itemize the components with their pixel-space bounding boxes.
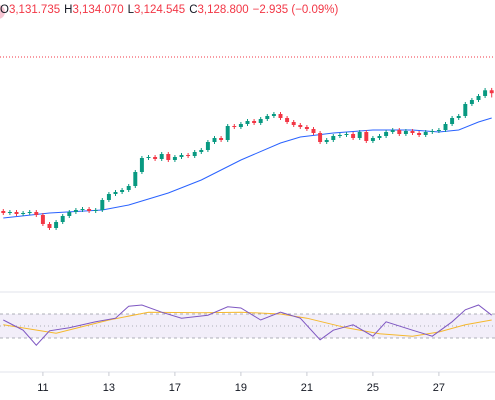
indicator-line bbox=[3, 304, 493, 346]
candle-body bbox=[205, 142, 210, 150]
candle-body bbox=[219, 138, 224, 140]
candle-body bbox=[258, 119, 263, 123]
candle-body bbox=[7, 212, 12, 213]
ohlc-legend: O3,131.735 H3,134.070 L3,124.545 C3,128.800… bbox=[0, 4, 342, 16]
candle-body bbox=[21, 213, 26, 214]
candle-body bbox=[311, 129, 316, 133]
candle-body bbox=[212, 138, 217, 142]
x-tick-label: 11 bbox=[37, 382, 48, 394]
candle-body bbox=[357, 132, 362, 138]
symbol-icon bbox=[0, 5, 5, 19]
candle-body bbox=[159, 154, 164, 159]
candle-body bbox=[377, 136, 382, 138]
candle-body bbox=[186, 155, 191, 156]
candle-body bbox=[120, 190, 125, 192]
ohlc-label: H bbox=[64, 4, 73, 16]
candle-body bbox=[337, 135, 342, 136]
candle-body bbox=[80, 209, 85, 210]
candle-body bbox=[106, 194, 111, 200]
candle-body bbox=[40, 215, 45, 224]
candle-body bbox=[232, 126, 237, 127]
candle-body bbox=[153, 157, 158, 159]
change-value: −2.935 (−0.09%) bbox=[252, 4, 339, 16]
candle-body bbox=[436, 130, 441, 131]
candle-body bbox=[192, 152, 197, 156]
candle-body bbox=[238, 124, 243, 127]
candle-body bbox=[423, 132, 428, 135]
candle-body bbox=[265, 116, 270, 119]
candle-body bbox=[318, 133, 323, 142]
candle-body bbox=[344, 134, 349, 135]
candle-body bbox=[304, 127, 309, 129]
candle-body bbox=[67, 212, 72, 216]
x-tick-label: 25 bbox=[367, 382, 379, 394]
candle-body bbox=[172, 157, 177, 160]
candle-body bbox=[364, 132, 369, 141]
moving-average bbox=[3, 117, 492, 219]
candle-body bbox=[73, 210, 78, 212]
candle-body bbox=[27, 212, 32, 213]
ohlc-label: L bbox=[127, 4, 135, 16]
candle-body bbox=[456, 116, 461, 118]
candle-body bbox=[146, 157, 151, 158]
candle-body bbox=[179, 155, 184, 157]
candle-body bbox=[126, 186, 131, 190]
x-tick-label: 27 bbox=[433, 382, 445, 394]
candle-body bbox=[298, 125, 303, 127]
candle-body bbox=[397, 130, 402, 134]
candle-body bbox=[450, 118, 455, 124]
ohlc-label: O bbox=[0, 4, 9, 16]
x-tick-label: 17 bbox=[169, 382, 181, 394]
candle-body bbox=[87, 209, 92, 211]
candle-body bbox=[54, 222, 59, 228]
candle-body bbox=[199, 150, 204, 152]
candle-body bbox=[225, 126, 230, 140]
candle-body bbox=[278, 114, 283, 118]
candle-body bbox=[331, 136, 336, 140]
candle-body bbox=[60, 216, 65, 222]
candle-body bbox=[403, 131, 408, 134]
candle-body bbox=[34, 212, 39, 215]
candle-body bbox=[93, 210, 98, 211]
candle-body bbox=[390, 130, 395, 132]
ohlc-value: 3,128.800 bbox=[197, 4, 249, 16]
candle-body bbox=[139, 158, 144, 172]
candle-body bbox=[483, 90, 488, 96]
candle-body bbox=[417, 133, 422, 135]
candle-body bbox=[443, 124, 448, 130]
candle-body bbox=[430, 131, 435, 132]
candle-body bbox=[469, 100, 474, 104]
ohlc-value: 3,131.735 bbox=[8, 4, 61, 16]
candle-body bbox=[100, 200, 105, 210]
candle-body bbox=[1, 211, 6, 213]
x-tick-label: 13 bbox=[103, 382, 115, 394]
candle-body bbox=[166, 154, 171, 160]
candle-body bbox=[410, 131, 415, 133]
candle-body bbox=[324, 140, 329, 142]
candle-body bbox=[476, 96, 481, 100]
candle-body bbox=[370, 138, 375, 141]
candle-body bbox=[489, 90, 494, 94]
candle-body bbox=[245, 121, 250, 124]
ohlc-label: C bbox=[189, 4, 198, 16]
candle-body bbox=[384, 132, 389, 136]
candle-body bbox=[285, 118, 290, 122]
candle-body bbox=[113, 192, 118, 194]
candle-body bbox=[463, 104, 468, 116]
x-tick-label: 19 bbox=[235, 382, 247, 394]
candle-body bbox=[351, 134, 356, 138]
ohlc-value: 3,134.070 bbox=[72, 4, 124, 16]
candle-body bbox=[47, 224, 52, 228]
candle-body bbox=[133, 172, 138, 186]
candle-body bbox=[252, 121, 257, 123]
ohlc-value: 3,124.545 bbox=[134, 4, 186, 16]
candle-body bbox=[271, 114, 276, 116]
candle-body bbox=[291, 122, 296, 125]
candle-body bbox=[14, 212, 19, 214]
x-tick-label: 21 bbox=[301, 382, 313, 394]
